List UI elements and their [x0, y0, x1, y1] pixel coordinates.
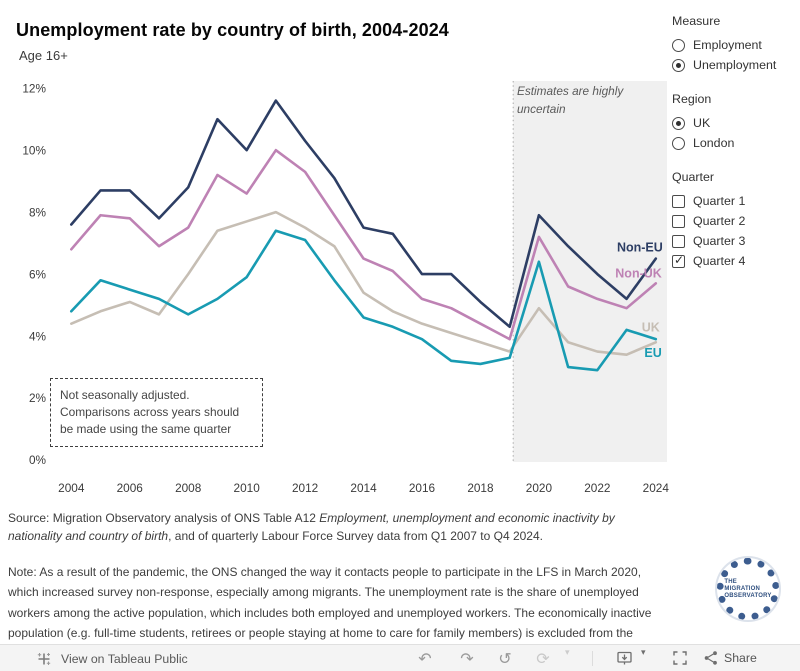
filter-label-measure: Measure — [672, 14, 721, 28]
checkbox-option-quarter-4[interactable]: ✓ Quarter 4 — [672, 251, 798, 271]
fullscreen-icon[interactable] — [672, 650, 688, 671]
share-icon[interactable] — [703, 650, 719, 671]
radio-option-employment[interactable]: Employment — [672, 35, 798, 55]
x-axis-tick-label: 2010 — [234, 481, 261, 495]
radio-option-unemployment[interactable]: Unemployment — [672, 55, 798, 75]
region-filter-group: Region UK London — [672, 92, 798, 153]
x-axis-tick-label: 2020 — [526, 481, 553, 495]
refresh-caret-icon[interactable]: ▾ — [565, 648, 570, 658]
annotation-line: Comparisons across years should — [60, 405, 240, 419]
unemployment-line-chart: 0% 2% 4% 6% 8% 10% 12% 2004 2006 2008 2010 2012 2014… — [22, 81, 670, 495]
revert-icon[interactable]: ↺ — [498, 649, 512, 668]
note-text: Note: As a result of the pandemic, the O… — [8, 565, 652, 641]
download-caret-icon[interactable]: ▾ — [641, 648, 646, 658]
y-axis-tick-label: 10% — [22, 143, 46, 157]
radio-label: UK — [693, 116, 711, 130]
x-axis-tick-label: 2022 — [584, 481, 610, 495]
checkbox-option-quarter-1[interactable]: ✓ Quarter 1 — [672, 191, 798, 211]
tableau-toolbar: View on Tableau Public ↶ ↷ ↺ ⟳ ▾ ▾ — [0, 644, 800, 671]
measure-filter-group: Measure Employment Unemployment — [672, 14, 798, 75]
y-axis-tick-label: 12% — [22, 81, 46, 95]
quarter-filter-group: Quarter ✓ Quarter 1 ✓ Quarter 2 ✓ Quarte… — [672, 170, 798, 271]
redo-icon[interactable]: ↷ — [460, 649, 474, 668]
series-label-uk: UK — [642, 320, 660, 334]
x-axis-tick-label: 2018 — [467, 481, 494, 495]
page-subtitle: Age 16+ — [19, 48, 68, 63]
x-axis-tick-label: 2008 — [175, 481, 202, 495]
uncertainty-annotation: Estimates are highly uncertain — [517, 84, 624, 116]
checkbox-icon[interactable]: ✓ — [672, 252, 685, 268]
migration-observatory-logo-text: THE MIGRATION OBSERVATORY — [724, 578, 772, 599]
series-label-non-uk: Non-UK — [615, 266, 662, 280]
page-title: Unemployment rate by country of birth, 2… — [16, 20, 449, 40]
radio-icon[interactable] — [672, 136, 685, 150]
filter-panel: Measure Employment Unemployment Region U… — [672, 14, 798, 288]
series-label-non-eu: Non-EU — [617, 241, 663, 255]
migration-observatory-logo: THE MIGRATION OBSERVATORY — [717, 558, 779, 620]
view-on-tableau-public-label: View on Tableau Public — [61, 651, 188, 666]
x-axis-tick-label: 2004 — [58, 481, 85, 495]
x-axis-tick-label: 2016 — [409, 481, 436, 495]
series-line-non-uk[interactable] — [70, 148, 658, 341]
checkbox-label: Quarter 2 — [693, 214, 746, 228]
share-button-label[interactable]: Share — [724, 651, 757, 665]
filter-label-quarter: Quarter — [672, 170, 715, 184]
download-icon[interactable] — [616, 650, 633, 671]
annotation-box: Not seasonally adjusted. Comparisons acr… — [50, 378, 263, 447]
radio-label: London — [693, 136, 735, 150]
checkbox-option-quarter-2[interactable]: ✓ Quarter 2 — [672, 211, 798, 231]
annotation-line: Not seasonally adjusted. — [60, 388, 190, 402]
radio-icon[interactable] — [672, 116, 685, 130]
checkbox-icon[interactable]: ✓ — [672, 194, 685, 208]
y-axis-tick-label: 2% — [29, 391, 47, 405]
radio-option-uk[interactable]: UK — [672, 113, 798, 133]
y-axis-tick-label: 4% — [29, 329, 47, 343]
checkbox-option-quarter-3[interactable]: ✓ Quarter 3 — [672, 231, 798, 251]
checkbox-icon[interactable]: ✓ — [672, 214, 685, 228]
x-axis-tick-label: 2012 — [292, 481, 318, 495]
series-line-non-eu[interactable] — [70, 99, 658, 329]
x-axis-tick-label: 2024 — [643, 481, 670, 495]
source-text: Source: Migration Observatory analysis o… — [8, 511, 615, 543]
checkbox-label: Quarter 3 — [693, 234, 746, 248]
checkbox-icon[interactable]: ✓ — [672, 234, 685, 248]
radio-icon[interactable] — [672, 38, 685, 52]
y-axis-tick-label: 6% — [29, 267, 47, 281]
tableau-logo-icon — [36, 651, 52, 667]
view-on-tableau-public-link[interactable]: View on Tableau Public — [36, 645, 188, 671]
checkbox-label: Quarter 1 — [693, 194, 746, 208]
uncertain-region — [513, 81, 667, 462]
checkbox-label: Quarter 4 — [693, 254, 746, 268]
radio-label: Unemployment — [693, 58, 777, 72]
filter-label-region: Region — [672, 92, 712, 106]
radio-label: Employment — [693, 38, 762, 52]
toolbar-separator — [592, 651, 593, 666]
y-axis-tick-label: 8% — [29, 205, 47, 219]
y-axis-tick-label: 0% — [29, 453, 47, 467]
undo-icon[interactable]: ↶ — [418, 649, 432, 668]
radio-option-london[interactable]: London — [672, 133, 798, 153]
x-axis-tick-label: 2006 — [117, 481, 144, 495]
series-line-eu[interactable] — [70, 229, 658, 372]
check-icon: ✓ — [674, 252, 685, 267]
refresh-icon[interactable]: ⟳ — [536, 649, 550, 668]
radio-icon[interactable] — [672, 58, 685, 72]
x-axis-tick-label: 2014 — [350, 481, 377, 495]
annotation-line: be made using the same quarter — [60, 422, 232, 436]
series-label-eu: EU — [644, 346, 661, 360]
